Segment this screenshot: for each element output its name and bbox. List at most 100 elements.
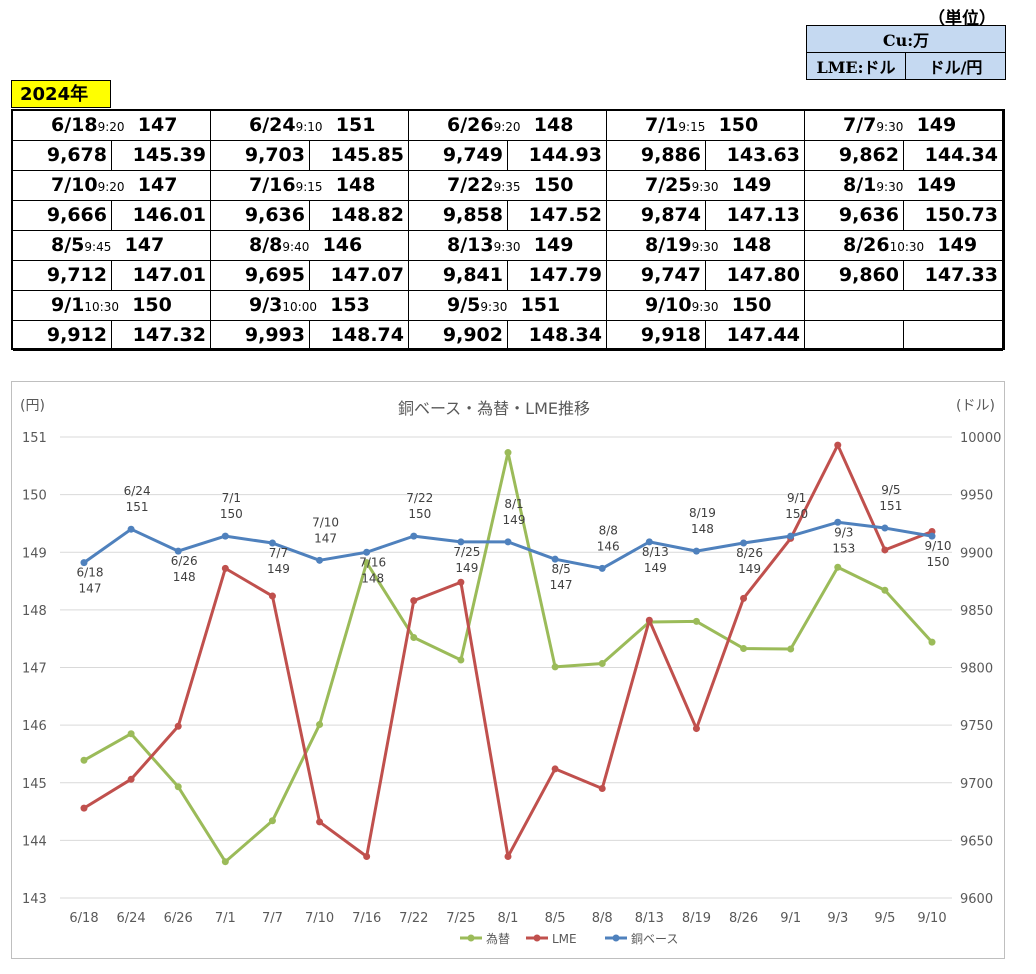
price-cu: 149: [520, 234, 574, 256]
legend-marker: [612, 934, 620, 942]
x-tick-label: 8/26: [729, 911, 758, 926]
price-date: 7/22: [447, 174, 494, 196]
point-label: 146: [597, 539, 620, 553]
price-cu: 150: [718, 294, 772, 316]
price-date: 6/26: [447, 114, 494, 136]
price-date: 7/1: [645, 114, 679, 136]
price-cell-fx: 147.13: [706, 201, 805, 231]
price-cell-header: 7/19:15 150: [607, 111, 805, 141]
price-cu: 149: [924, 234, 978, 256]
left-tick-label: 149: [22, 546, 47, 561]
price-cell-header: 6/189:20 147: [13, 111, 211, 141]
price-cu: 148: [718, 234, 772, 256]
x-tick-label: 8/5: [545, 911, 566, 926]
data-point: [551, 765, 559, 773]
data-point: [268, 817, 276, 825]
point-label: 149: [644, 561, 667, 575]
x-tick-label: 8/19: [682, 911, 711, 926]
price-cell-lme: 9,636: [211, 201, 310, 231]
price-cell-lme: 9,912: [13, 321, 112, 351]
point-label: 8/1: [504, 497, 523, 511]
price-date: 8/19: [645, 234, 692, 256]
price-date: 9/3: [249, 294, 283, 316]
price-cell-lme: 9,747: [607, 261, 706, 291]
left-tick-label: 147: [22, 662, 47, 677]
data-point: [174, 547, 182, 555]
price-cell-lme: 9,993: [211, 321, 310, 351]
price-cu: 147: [124, 174, 178, 196]
price-time: 9:30: [691, 240, 719, 254]
legend-label: 為替: [486, 932, 510, 946]
point-label: 8/13: [642, 545, 669, 559]
data-point: [410, 597, 418, 605]
price-cell-fx: 147.52: [508, 201, 607, 231]
price-cell-lme: 9,841: [409, 261, 508, 291]
x-tick-label: 8/13: [635, 911, 664, 926]
price-cell-lme: 9,862: [805, 141, 904, 171]
price-cu: 151: [322, 114, 376, 136]
price-cell-fx: 147.32: [112, 321, 211, 351]
price-time: 9:15: [295, 180, 323, 194]
data-point: [221, 858, 229, 866]
point-label: 151: [879, 499, 902, 513]
data-point: [316, 818, 324, 826]
price-time: 10:30: [889, 240, 925, 254]
point-label: 149: [267, 562, 290, 576]
price-cell-header: 7/169:15 148: [211, 171, 409, 201]
point-label: 147: [79, 582, 102, 596]
x-tick-label: 7/22: [399, 911, 428, 926]
legend-label: 銅ベース: [631, 932, 678, 946]
point-label: 7/7: [269, 546, 288, 560]
price-time: 9:30: [480, 300, 508, 314]
data-point: [363, 548, 371, 556]
price-cell-header: 7/109:20 147: [13, 171, 211, 201]
price-time: 9:30: [493, 240, 521, 254]
price-date: 9/5: [447, 294, 481, 316]
price-cell-header: 8/19:30 149: [805, 171, 1003, 201]
data-point: [881, 524, 889, 532]
price-time: 9:45: [84, 240, 112, 254]
price-cell-fx: 147.79: [508, 261, 607, 291]
data-point: [504, 853, 512, 861]
point-label: 7/10: [312, 515, 339, 529]
data-point: [740, 539, 748, 547]
price-cell-lme: [805, 321, 904, 351]
price-date: 8/13: [447, 234, 494, 256]
price-time: 9:30: [876, 120, 904, 134]
data-point: [80, 559, 88, 567]
fx-unit-label: ドル/円: [905, 52, 1006, 80]
data-point: [504, 538, 512, 546]
price-cell-header: 8/199:30 148: [607, 231, 805, 261]
point-label: 7/1: [222, 491, 241, 505]
left-tick-label: 144: [22, 834, 47, 849]
price-time: 9:15: [678, 120, 706, 134]
data-point: [316, 721, 324, 729]
x-tick-label: 8/8: [592, 911, 613, 926]
right-tick-label: 9850: [960, 604, 993, 619]
price-time: 9:30: [691, 300, 719, 314]
price-cell-fx: 150.73: [904, 201, 1003, 231]
price-cell-fx: 147.33: [904, 261, 1003, 291]
price-cu: 149: [718, 174, 772, 196]
price-date: 7/16: [249, 174, 296, 196]
price-cell-fx: 146.01: [112, 201, 211, 231]
price-cell-lme: 9,712: [13, 261, 112, 291]
price-cell-lme: 9,886: [607, 141, 706, 171]
x-tick-label: 7/25: [446, 911, 475, 926]
price-cell-header: 7/79:30 149: [805, 111, 1003, 141]
left-tick-label: 143: [22, 892, 47, 907]
price-date: 8/1: [843, 174, 877, 196]
point-label: 151: [126, 500, 149, 514]
point-label: 8/5: [551, 562, 570, 576]
price-cell-fx: 147.44: [706, 321, 805, 351]
data-point: [928, 532, 936, 540]
price-date: 9/1: [51, 294, 85, 316]
data-point: [834, 518, 842, 526]
data-point: [221, 564, 229, 572]
data-point: [316, 556, 324, 564]
price-time: 9:30: [691, 180, 719, 194]
legend-marker: [533, 934, 541, 942]
x-tick-label: 9/3: [827, 911, 848, 926]
data-point: [740, 644, 748, 652]
data-point: [268, 592, 276, 600]
